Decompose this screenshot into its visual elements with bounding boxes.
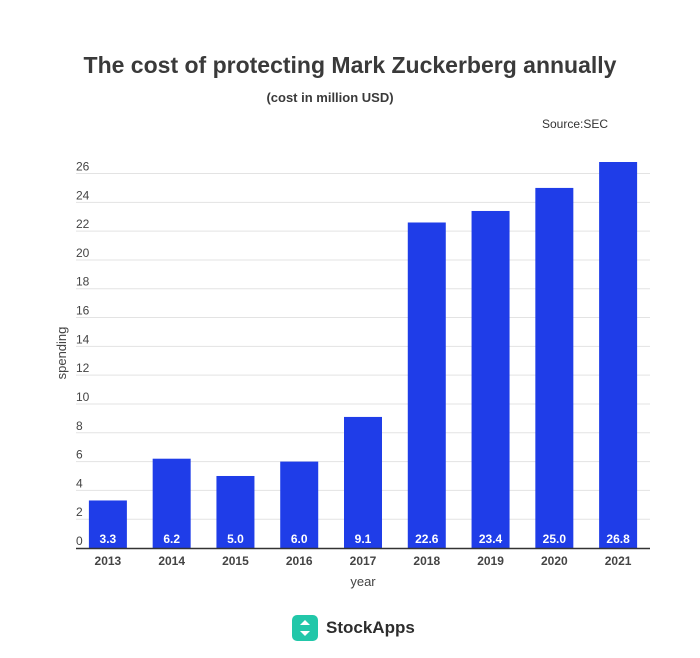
y-tick-label: 18 [76,275,90,289]
bar-value-label: 3.3 [100,532,117,546]
x-tick-label: 2013 [95,554,122,568]
bar-value-label: 6.0 [291,532,308,546]
y-tick-label: 0 [76,534,83,548]
y-tick-label: 2 [76,505,83,519]
bar-value-label: 6.2 [163,532,180,546]
y-tick-label: 6 [76,448,83,462]
x-tick-label: 2019 [477,554,504,568]
x-tick-label: 2016 [286,554,313,568]
bar-2016 [280,461,319,548]
y-tick-label: 14 [76,332,90,346]
bar-2019 [471,210,510,548]
bar-2018 [407,222,446,548]
y-tick-label: 10 [76,390,90,404]
x-tick-label: 2020 [541,554,568,568]
y-tick-label: 12 [76,361,90,375]
y-tick-label: 16 [76,304,90,318]
stockapps-logo-icon [292,615,318,641]
chart-subtitle: (cost in million USD) [266,90,394,105]
bar-2017 [344,416,382,548]
bar-chart: 024681012141618202224263.320136.220145.0… [54,160,650,589]
bar-value-label: 22.6 [415,532,439,546]
x-tick-label: 2021 [605,554,632,568]
x-tick-label: 2014 [158,554,185,568]
bar-2021 [599,162,638,548]
bar-value-label: 23.4 [479,532,503,546]
x-tick-label: 2015 [222,554,249,568]
bar-value-label: 9.1 [355,532,372,546]
bar-2014 [152,458,191,548]
y-tick-label: 20 [76,246,90,260]
y-tick-label: 4 [76,476,83,490]
y-tick-label: 22 [76,217,90,231]
bar-2020 [535,187,574,549]
bar-value-label: 26.8 [606,532,630,546]
y-tick-label: 24 [76,188,90,202]
x-tick-label: 2018 [413,554,440,568]
y-tick-label: 8 [76,419,83,433]
bar-2015 [216,475,255,548]
bar-value-label: 25.0 [543,532,567,546]
bar-2013 [88,500,127,548]
y-axis-title: spending [54,327,69,380]
x-tick-label: 2017 [350,554,377,568]
bar-value-label: 5.0 [227,532,244,546]
source-note: Source:SEC [542,117,609,131]
logo-text: StockApps [326,618,415,637]
x-axis-title: year [350,574,376,589]
y-tick-label: 26 [76,160,90,174]
chart-title: The cost of protecting Mark Zuckerberg a… [83,52,617,78]
stockapps-logo: StockApps [292,615,415,641]
